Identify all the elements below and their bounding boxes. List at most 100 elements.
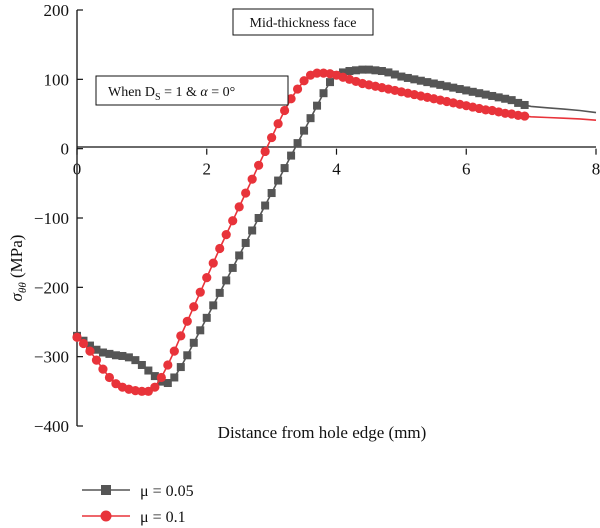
data-point-square (423, 78, 432, 87)
data-point-square (488, 91, 497, 100)
data-point-square (274, 176, 283, 185)
y-tick-label: −100 (34, 209, 69, 228)
data-point-circle (78, 338, 89, 349)
data-point-circle (286, 94, 296, 104)
data-point-circle (267, 132, 277, 143)
data-point-square (377, 67, 386, 76)
data-point-square (124, 353, 133, 362)
data-point-square (494, 93, 503, 102)
y-tick-label: −300 (34, 348, 69, 367)
data-point-square (520, 100, 529, 109)
data-point-circle (234, 202, 244, 212)
data-point-circle (208, 258, 218, 268)
data-point-square (364, 65, 373, 74)
annotation-box-face (232, 8, 374, 36)
data-point-square (209, 301, 218, 310)
data-point-square (202, 313, 211, 322)
data-point-square (326, 78, 335, 87)
legend-label-mu-01: μ = 0.1 (140, 509, 186, 526)
series-line-2 (76, 72, 597, 393)
data-point-circle (189, 302, 199, 312)
y-tick-label: 200 (44, 1, 70, 20)
data-point-circle (221, 230, 231, 240)
data-point-square (429, 79, 438, 88)
legend-label-mu-005: μ = 0.05 (140, 483, 194, 500)
legend: μ = 0.05 μ = 0.1 (82, 483, 194, 526)
data-point-square (254, 214, 263, 222)
data-point-circle (91, 355, 102, 365)
data-point-square (267, 189, 276, 198)
data-point-square (449, 83, 458, 92)
data-point-circle (260, 146, 270, 157)
data-point-square (462, 86, 471, 95)
data-point-circle (104, 372, 115, 383)
data-point-square (475, 89, 484, 98)
data-point-square (468, 87, 477, 96)
data-point-square (507, 96, 516, 105)
data-point-circle (169, 346, 179, 356)
data-point-square (131, 356, 140, 365)
data-point-square (514, 98, 523, 107)
annotation-box-condition (95, 75, 289, 106)
y-tick-label: −200 (34, 278, 69, 297)
data-point-circle (312, 68, 322, 78)
data-point-circle (228, 216, 238, 226)
data-point-circle (254, 160, 264, 170)
x-tick-label: 0 (73, 160, 82, 179)
data-point-square (442, 82, 451, 91)
data-point-square (345, 67, 354, 76)
data-point-circle (299, 76, 309, 86)
data-point-circle (182, 316, 192, 326)
data-point-square (189, 338, 198, 347)
data-point-square (170, 373, 179, 382)
data-point-circle (72, 332, 82, 342)
data-point-circle (137, 386, 147, 396)
x-tick-label: 4 (332, 160, 341, 179)
data-point-square (358, 65, 367, 74)
data-point-square (481, 90, 490, 99)
x-tick-label: 2 (203, 160, 212, 179)
legend-marker-circle (100, 510, 112, 522)
data-point-circle (176, 331, 186, 341)
data-point-square (85, 341, 94, 350)
data-point-square (371, 66, 380, 75)
data-point-square (235, 251, 244, 260)
data-point-square (293, 139, 302, 148)
data-point-square (111, 351, 120, 360)
x-axis-ticks: 0 2 4 6 8 (73, 148, 600, 179)
data-point-square (338, 68, 347, 77)
data-point-square (261, 201, 270, 210)
data-point-circle (280, 105, 290, 116)
data-point-square (137, 360, 146, 369)
data-point-square (118, 351, 127, 360)
data-point-circle (85, 346, 95, 356)
y-tick-label: 0 (61, 140, 70, 159)
data-point-square (215, 288, 224, 297)
data-point-square (248, 226, 257, 235)
data-point-square (300, 126, 309, 135)
data-point-square (222, 276, 231, 285)
data-point-square (384, 68, 393, 77)
x-axis-title: Distance from hole edge (mm) (218, 423, 427, 442)
data-point-square (306, 114, 315, 123)
data-point-circle (247, 174, 257, 184)
data-point-circle (156, 372, 166, 383)
data-point-square (501, 94, 510, 103)
data-point-square (455, 85, 464, 94)
data-point-square (105, 349, 114, 358)
data-point-square (280, 164, 289, 173)
annotation-condition: When DS = 1 & α = 0° (108, 85, 235, 103)
data-point-square (410, 75, 419, 84)
data-point-square (287, 151, 296, 160)
y-tick-label: 100 (44, 70, 70, 89)
data-point-square (319, 89, 328, 98)
data-point-square (397, 72, 406, 81)
y-tick-label: −400 (34, 417, 69, 436)
data-point-square (351, 66, 360, 75)
data-point-square (183, 351, 192, 360)
data-point-square (416, 76, 425, 85)
data-point-circle (202, 273, 212, 283)
data-point-square (403, 73, 412, 82)
x-tick-label: 8 (592, 160, 600, 179)
data-point-circle (98, 364, 108, 374)
